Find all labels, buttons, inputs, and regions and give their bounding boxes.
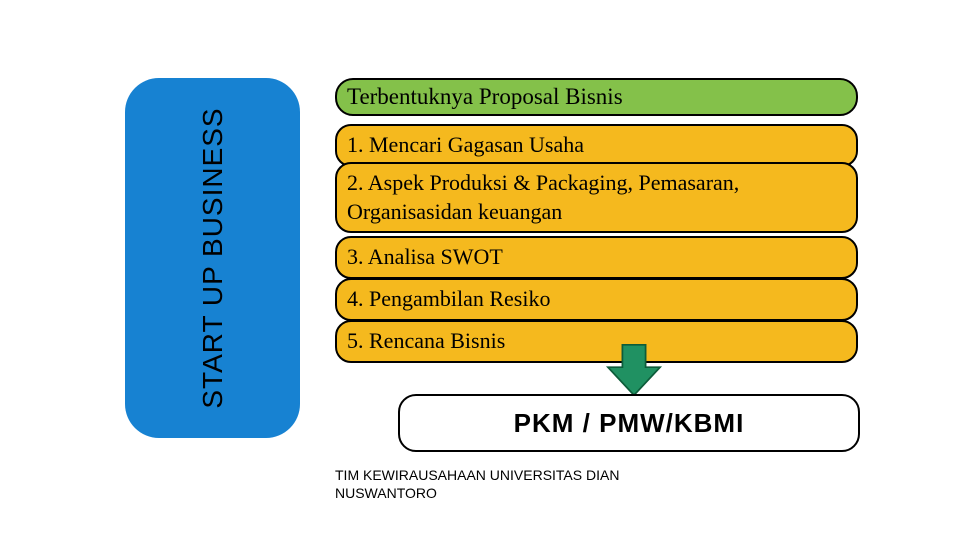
startup-business-block: START UP BUSINESS — [125, 78, 300, 438]
step-text: 1. Mencari Gagasan Usaha — [347, 131, 584, 160]
step-text: 2. Aspek Produksi & Packaging, Pemasaran… — [347, 169, 846, 226]
step-box-2: 2. Aspek Produksi & Packaging, Pemasaran… — [335, 162, 858, 233]
footer-credit: TIM KEWIRAUSAHAAN UNIVERSITAS DIAN NUSWA… — [335, 467, 685, 502]
header-text: Terbentuknya Proposal Bisnis — [347, 84, 623, 110]
step-text: 5. Rencana Bisnis — [347, 327, 505, 356]
step-box-4: 4. Pengambilan Resiko — [335, 278, 858, 321]
step-box-1: 1. Mencari Gagasan Usaha — [335, 124, 858, 167]
step-box-5: 5. Rencana Bisnis — [335, 320, 858, 363]
output-text: PKM / PMW/KBMI — [514, 408, 745, 439]
output-box: PKM / PMW/KBMI — [398, 394, 860, 452]
step-text: 4. Pengambilan Resiko — [347, 285, 550, 314]
step-text: 3. Analisa SWOT — [347, 243, 503, 272]
step-box-3: 3. Analisa SWOT — [335, 236, 858, 279]
startup-business-label: START UP BUSINESS — [197, 107, 229, 408]
header-box: Terbentuknya Proposal Bisnis — [335, 78, 858, 116]
